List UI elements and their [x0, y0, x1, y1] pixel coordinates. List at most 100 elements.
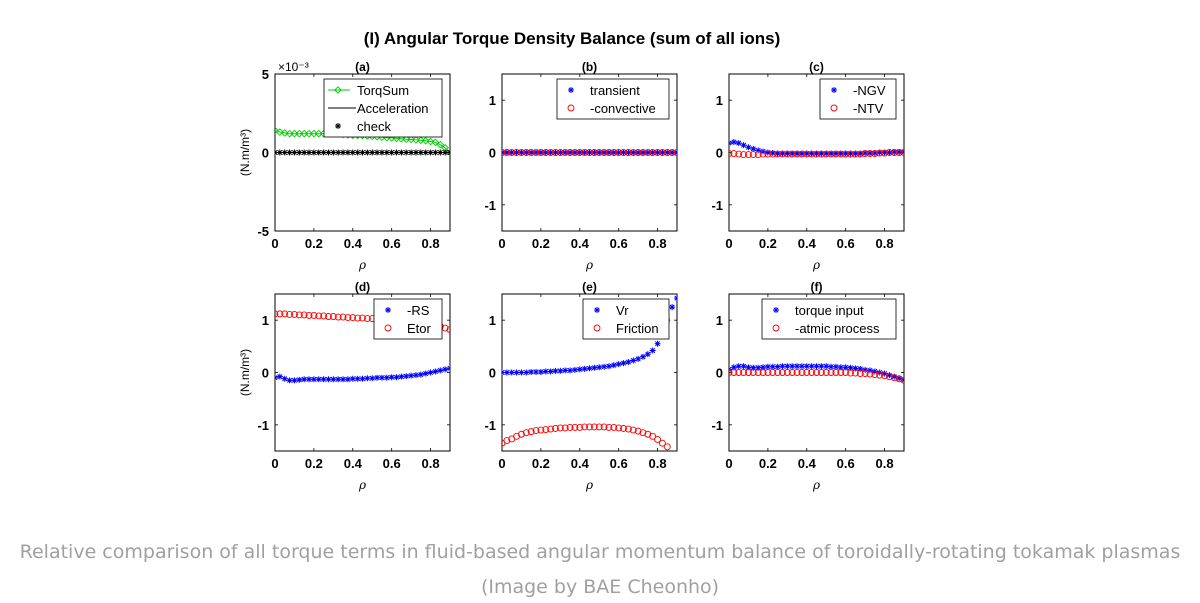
- data-point: [320, 376, 327, 383]
- data-point: [286, 377, 293, 384]
- legend-box: [556, 78, 670, 120]
- data-point: [388, 374, 395, 381]
- legend-entry: -NGV: [853, 83, 886, 98]
- data-point: [823, 150, 830, 157]
- data-point: [615, 424, 623, 432]
- data-point: [842, 364, 849, 371]
- x-axis-label: ρ: [358, 258, 366, 272]
- data-point: [793, 150, 801, 158]
- data-point: [605, 363, 612, 370]
- data-point: [639, 149, 646, 156]
- data-point: [827, 369, 835, 376]
- data-point: [517, 149, 525, 156]
- series--atmic process: [729, 369, 904, 384]
- legend-box: [819, 78, 897, 120]
- legend-entry: Acceleration: [357, 101, 429, 116]
- x-tick-label: 0.8: [649, 456, 667, 471]
- data-point: [730, 364, 737, 371]
- data-point: [890, 374, 898, 382]
- data-point: [412, 136, 420, 144]
- data-point: [862, 366, 869, 373]
- data-point: [851, 369, 859, 377]
- data-point: [517, 430, 525, 438]
- data-point: [344, 314, 352, 321]
- data-point: [881, 372, 889, 380]
- y-tick-label: 1: [716, 313, 723, 328]
- data-point: [837, 364, 844, 371]
- data-point: [325, 149, 332, 156]
- data-point: [417, 149, 424, 156]
- legend-box: [761, 298, 897, 340]
- legend-entry: check: [357, 119, 391, 134]
- data-point: [542, 426, 550, 433]
- data-point: [620, 360, 627, 367]
- data-point: [427, 149, 434, 156]
- data-point: [601, 363, 608, 370]
- x-tick-label: 0.2: [305, 236, 323, 251]
- data-point: [663, 149, 671, 156]
- data-point: [447, 149, 450, 156]
- y-axis-label: (N.m/m³): [238, 349, 252, 396]
- data-point: [403, 373, 410, 380]
- data-point: [635, 149, 642, 156]
- data-point: [803, 369, 811, 376]
- data-point: [595, 423, 603, 431]
- data-point: [447, 365, 450, 372]
- data-point: [832, 363, 839, 370]
- caption-line-1: Relative comparison of all torque terms …: [19, 541, 1181, 563]
- data-point: [798, 150, 806, 158]
- data-point: [769, 150, 776, 157]
- data-point: [600, 423, 608, 431]
- data-point: [644, 149, 652, 156]
- data-point: [866, 367, 873, 374]
- data-point: [432, 149, 439, 156]
- data-point: [654, 436, 662, 443]
- data-point: [847, 369, 854, 377]
- data-point: [620, 149, 627, 156]
- plot-area-f: [729, 363, 904, 384]
- data-point: [779, 150, 786, 157]
- data-point: [542, 149, 550, 156]
- data-point: [349, 375, 356, 382]
- data-point: [625, 359, 632, 366]
- data-point: [586, 423, 593, 431]
- data-point: [769, 369, 777, 376]
- data-point: [354, 149, 361, 156]
- data-point: [502, 149, 506, 156]
- data-point: [764, 149, 771, 156]
- data-point: [798, 363, 805, 370]
- data-point: [508, 149, 516, 156]
- data-point: [590, 149, 598, 156]
- data-point: [740, 151, 748, 159]
- data-point: [876, 149, 884, 157]
- data-point: [885, 149, 893, 156]
- data-point: [764, 150, 772, 158]
- y-tick-label: 1: [716, 93, 723, 108]
- data-point: [654, 149, 662, 156]
- data-point: [735, 363, 742, 370]
- legend-entry: Etor: [407, 321, 432, 336]
- data-point: [281, 310, 289, 318]
- data-point: [629, 426, 637, 434]
- data-point: [576, 149, 584, 156]
- data-point: [518, 149, 525, 156]
- data-point: [847, 364, 854, 371]
- x-tick-label: 0.6: [610, 236, 628, 251]
- data-point: [842, 369, 850, 376]
- y-tick-label: 5: [262, 67, 269, 82]
- data-point: [393, 374, 400, 381]
- panel-title-b: (b): [582, 60, 597, 74]
- data-point: [586, 149, 593, 156]
- data-point: [571, 366, 578, 373]
- legend-entry: -convective: [590, 101, 656, 116]
- data-point: [852, 365, 859, 372]
- data-point: [847, 150, 854, 157]
- data-point: [581, 149, 589, 156]
- data-point: [735, 150, 743, 158]
- data-point: [349, 149, 356, 156]
- data-point: [817, 150, 825, 158]
- data-point: [393, 149, 400, 156]
- data-point: [895, 149, 903, 156]
- data-point: [295, 311, 303, 319]
- data-point: [552, 149, 559, 156]
